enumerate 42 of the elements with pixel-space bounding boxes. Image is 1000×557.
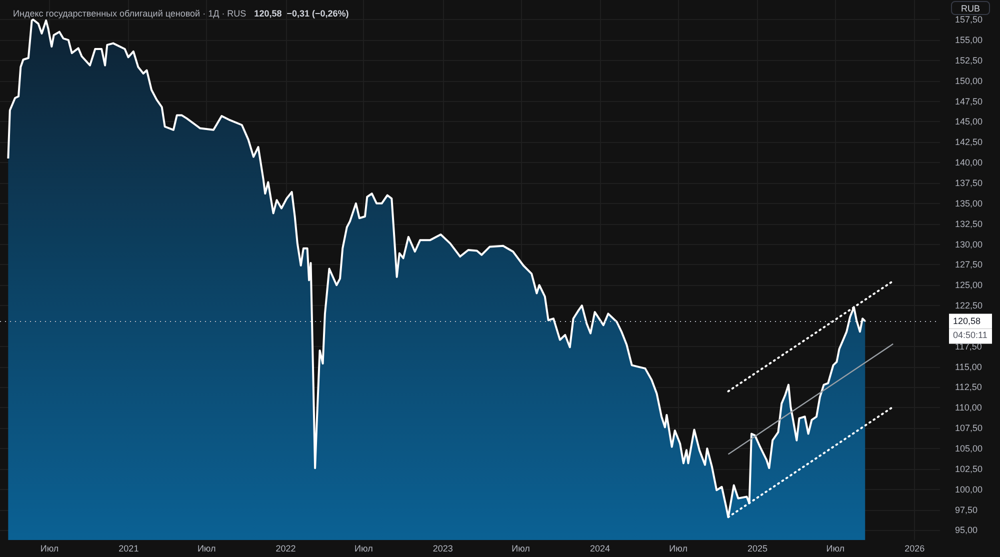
y-tick-label: 115,00 (955, 362, 982, 372)
x-tick-label: Июл (512, 544, 530, 554)
y-tick-label: 130,00 (955, 239, 983, 250)
x-tick-label: Июл (40, 544, 59, 554)
text: 04:50:11 (953, 330, 988, 340)
x-tick-label: Июл (354, 544, 373, 554)
y-tick-label: 155,00 (955, 35, 983, 46)
y-tick-label: 145,00 (955, 116, 983, 127)
y-tick-label: 122,50 (955, 300, 983, 311)
x-tick-label: 2022 (276, 544, 296, 554)
y-tick-label: 137,50 (955, 178, 983, 188)
x-tick-label: 2026 (904, 544, 925, 554)
y-tick-label: 127,50 (955, 260, 983, 270)
ref-line-label: 120,58 (953, 316, 981, 326)
x-tick-label: 2024 (590, 544, 610, 554)
y-tick-label: 125,00 (955, 280, 983, 290)
y-tick-label: 97,50 (955, 504, 978, 515)
y-tick-label: 117,50 (955, 341, 982, 352)
y-axis-title: RUB (961, 4, 980, 14)
text: Индекс государственных облигаций ценовой · 1Д · RUS (13, 8, 246, 18)
y-tick-label: 132,50 (955, 218, 983, 229)
x-tick-label: Июл (826, 544, 845, 554)
y-tick-label: 157,50 (955, 14, 983, 25)
text: 120,58 −0,31 (−0,26%) (254, 8, 349, 18)
y-tick-label: 152,50 (955, 55, 983, 66)
y-tick-label: 135,00 (955, 198, 983, 208)
y-tick-label: 100,00 (955, 484, 983, 494)
y-tick-label: 140,00 (955, 158, 983, 168)
x-tick-label: 2023 (432, 544, 453, 554)
y-tick-label: 112,50 (955, 382, 982, 392)
x-tick-label: 2021 (118, 544, 139, 554)
y-tick-label: 102,50 (955, 464, 983, 474)
y-tick-label: 147,50 (955, 96, 983, 106)
y-tick-label: 105,00 (955, 444, 983, 454)
y-tick-label: 142,50 (955, 137, 983, 148)
x-tick-label: 2025 (747, 544, 768, 554)
y-tick-label: 110,00 (955, 402, 982, 413)
y-tick-label: 150,00 (955, 76, 983, 86)
x-tick-label: Июл (669, 544, 688, 554)
y-tick-label: 95,00 (955, 525, 978, 536)
x-tick-label: Июл (197, 544, 216, 554)
y-tick-label: 107,50 (955, 423, 983, 434)
